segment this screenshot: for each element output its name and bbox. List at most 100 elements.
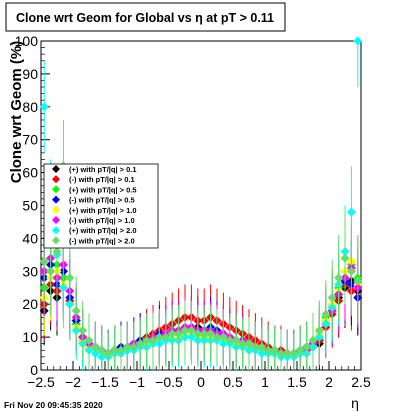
data-point <box>46 266 56 276</box>
y-tick-label: 30 <box>22 263 38 279</box>
data-point <box>218 332 228 342</box>
x-tick-label: 1.5 <box>287 374 307 390</box>
data-point <box>186 326 196 336</box>
data-point <box>161 332 171 342</box>
data-point <box>231 335 241 345</box>
y-tick-label: 0 <box>30 362 38 378</box>
axes: −2.5 −2 −1.5 −1 −0.5 0 0.5 1 1.5 2 2.5 0 10 20 30 40 50 6… <box>15 33 371 390</box>
legend-marker <box>52 175 60 184</box>
x-tick-label: 0 <box>197 374 205 390</box>
data-point <box>90 342 100 352</box>
data-point <box>340 253 350 263</box>
legend-marker <box>52 195 60 204</box>
data-point <box>167 329 177 339</box>
x-tick-label: 0.5 <box>223 374 243 390</box>
data-point <box>110 345 120 355</box>
legend-label: (-) with pT/|q| > 0.1 <box>69 175 135 184</box>
y-tick-label: 80 <box>22 99 38 115</box>
data-point <box>334 273 344 283</box>
data-point <box>244 339 254 349</box>
data-point <box>180 326 190 336</box>
y-tick-label: 90 <box>22 66 38 82</box>
data-point <box>135 339 145 349</box>
data-point <box>353 36 363 46</box>
legend-marker <box>52 216 60 224</box>
x-tick-label: −0.5 <box>155 374 183 390</box>
data-point <box>289 349 299 359</box>
data-point <box>97 345 107 355</box>
data-point <box>39 256 49 266</box>
x-tick-label: 2 <box>325 374 333 390</box>
legend-label: (+) with pT/|q| > 1.0 <box>69 206 137 215</box>
data-point <box>270 345 280 355</box>
data-point <box>206 329 216 339</box>
data-point <box>250 342 260 352</box>
legend-marker <box>52 226 60 235</box>
y-axis-label: Clone wrt Geom (%) <box>8 41 25 184</box>
legend-label: (+) with pT/|q| > 0.5 <box>69 185 137 194</box>
y-tick-label: 40 <box>22 230 38 246</box>
legend-label: (-) with pT/|q| > 1.0 <box>69 216 135 225</box>
data-point <box>174 329 184 339</box>
data-point <box>148 335 158 345</box>
y-tick-label: 60 <box>22 165 38 181</box>
data-point <box>52 247 62 257</box>
legend-marker <box>52 205 60 214</box>
data-point <box>346 207 356 217</box>
x-tick-label: −2.5 <box>27 374 55 390</box>
data-point <box>122 342 132 352</box>
data-point <box>129 342 139 352</box>
data-point <box>238 339 248 349</box>
data-point <box>84 335 94 345</box>
legend-box <box>43 163 159 249</box>
data-point <box>276 349 286 359</box>
y-tick-label: 100 <box>15 33 39 49</box>
legend-marker <box>52 236 60 245</box>
data-point <box>308 335 318 345</box>
data-point <box>321 309 331 319</box>
legend-label: (+) with pT/|q| > 0.1 <box>69 165 137 174</box>
x-axis-label: η <box>351 395 359 411</box>
data-point <box>212 332 222 342</box>
chart-title: Clone wrt Geom for Global vs η at pT > 0… <box>16 11 274 25</box>
title-box <box>5 2 286 32</box>
x-tick-label: −1 <box>129 374 145 390</box>
data-point <box>142 335 152 345</box>
data-point <box>295 345 305 355</box>
x-tick-label: −2 <box>65 374 81 390</box>
data-point <box>353 276 363 286</box>
data-point <box>193 329 203 339</box>
y-tick-label: 10 <box>22 329 38 345</box>
data-point <box>327 293 337 303</box>
data-point <box>154 332 164 342</box>
legend: (+) with pT/|q| > 0.1(-) with pT/|q| > 0… <box>43 163 159 249</box>
data-point <box>58 283 68 293</box>
y-tick-label: 50 <box>22 198 38 214</box>
legend-marker <box>52 165 60 173</box>
data-point <box>71 306 81 316</box>
legend-label: (-) with pT/|q| > 0.5 <box>69 196 135 205</box>
data-point <box>346 266 356 276</box>
legend-marker <box>52 185 60 194</box>
legend-label: (+) with pT/|q| > 2.0 <box>69 226 137 235</box>
data-point <box>39 102 49 112</box>
data-point <box>263 345 273 355</box>
x-tick-label: 2.5 <box>351 374 371 390</box>
data-point <box>78 326 88 336</box>
x-tick-label: 1 <box>261 374 269 390</box>
data-point <box>302 342 312 352</box>
data-point <box>65 273 75 283</box>
data-point <box>103 349 113 359</box>
data-point <box>314 326 324 336</box>
legend-label: (-) with pT/|q| > 2.0 <box>69 236 135 245</box>
data-point <box>199 329 209 339</box>
timestamp: Fri Nov 20 09:45:35 2020 <box>4 400 103 410</box>
data-point <box>116 345 126 355</box>
data-point <box>225 335 235 345</box>
x-tick-label: −1.5 <box>91 374 119 390</box>
data-marks <box>39 36 363 370</box>
data-point <box>282 349 292 359</box>
y-tick-label: 20 <box>22 296 38 312</box>
data-point <box>257 342 267 352</box>
